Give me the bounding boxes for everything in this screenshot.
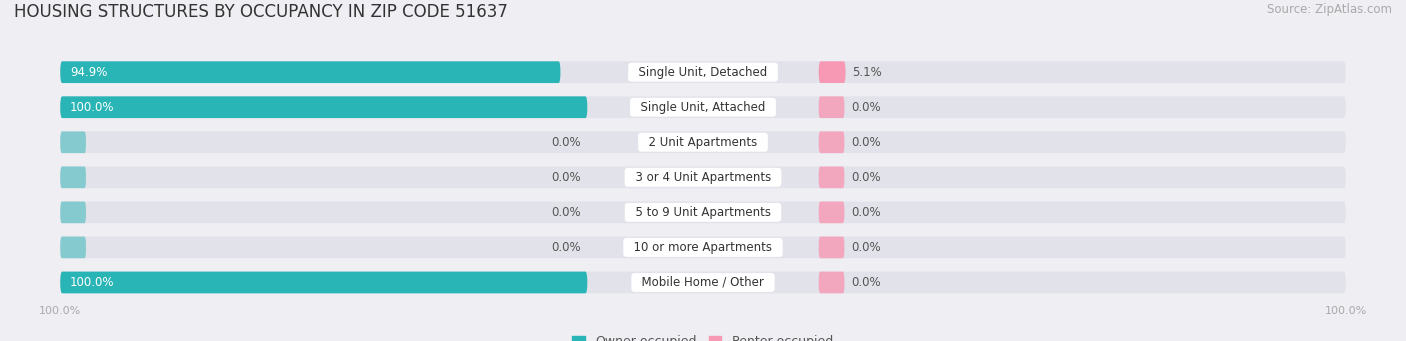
FancyBboxPatch shape (60, 237, 86, 258)
Text: 0.0%: 0.0% (851, 171, 880, 184)
FancyBboxPatch shape (60, 97, 588, 118)
Text: Source: ZipAtlas.com: Source: ZipAtlas.com (1267, 3, 1392, 16)
FancyBboxPatch shape (60, 131, 1346, 153)
Text: 2 Unit Apartments: 2 Unit Apartments (641, 136, 765, 149)
FancyBboxPatch shape (60, 271, 588, 293)
Text: HOUSING STRUCTURES BY OCCUPANCY IN ZIP CODE 51637: HOUSING STRUCTURES BY OCCUPANCY IN ZIP C… (14, 3, 508, 21)
Legend: Owner-occupied, Renter-occupied: Owner-occupied, Renter-occupied (568, 330, 838, 341)
Text: 0.0%: 0.0% (851, 276, 880, 289)
Text: 100.0%: 100.0% (70, 276, 114, 289)
FancyBboxPatch shape (60, 166, 86, 188)
Text: Mobile Home / Other: Mobile Home / Other (634, 276, 772, 289)
Text: 5.1%: 5.1% (852, 66, 882, 79)
FancyBboxPatch shape (818, 237, 845, 258)
FancyBboxPatch shape (818, 97, 845, 118)
Text: 100.0%: 100.0% (70, 101, 114, 114)
Text: 0.0%: 0.0% (851, 206, 880, 219)
Text: 3 or 4 Unit Apartments: 3 or 4 Unit Apartments (627, 171, 779, 184)
Text: Single Unit, Attached: Single Unit, Attached (633, 101, 773, 114)
FancyBboxPatch shape (60, 202, 1346, 223)
Text: 0.0%: 0.0% (851, 241, 880, 254)
Text: 0.0%: 0.0% (551, 206, 581, 219)
FancyBboxPatch shape (818, 131, 845, 153)
Text: Single Unit, Detached: Single Unit, Detached (631, 66, 775, 79)
Text: 0.0%: 0.0% (551, 136, 581, 149)
FancyBboxPatch shape (60, 271, 1346, 293)
Text: 5 to 9 Unit Apartments: 5 to 9 Unit Apartments (627, 206, 779, 219)
Text: 94.9%: 94.9% (70, 66, 107, 79)
FancyBboxPatch shape (818, 202, 845, 223)
FancyBboxPatch shape (60, 202, 86, 223)
FancyBboxPatch shape (60, 166, 1346, 188)
FancyBboxPatch shape (818, 166, 845, 188)
FancyBboxPatch shape (60, 131, 86, 153)
FancyBboxPatch shape (60, 97, 1346, 118)
Text: 0.0%: 0.0% (851, 101, 880, 114)
Text: 0.0%: 0.0% (851, 136, 880, 149)
FancyBboxPatch shape (818, 271, 845, 293)
FancyBboxPatch shape (60, 237, 1346, 258)
Text: 10 or more Apartments: 10 or more Apartments (626, 241, 780, 254)
FancyBboxPatch shape (60, 61, 1346, 83)
FancyBboxPatch shape (60, 61, 561, 83)
Text: 0.0%: 0.0% (551, 241, 581, 254)
FancyBboxPatch shape (818, 61, 845, 83)
Text: 0.0%: 0.0% (551, 171, 581, 184)
